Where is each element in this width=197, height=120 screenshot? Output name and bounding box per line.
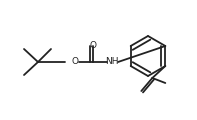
Text: O: O — [89, 42, 97, 51]
Text: O: O — [72, 57, 78, 66]
Text: NH: NH — [105, 57, 119, 66]
